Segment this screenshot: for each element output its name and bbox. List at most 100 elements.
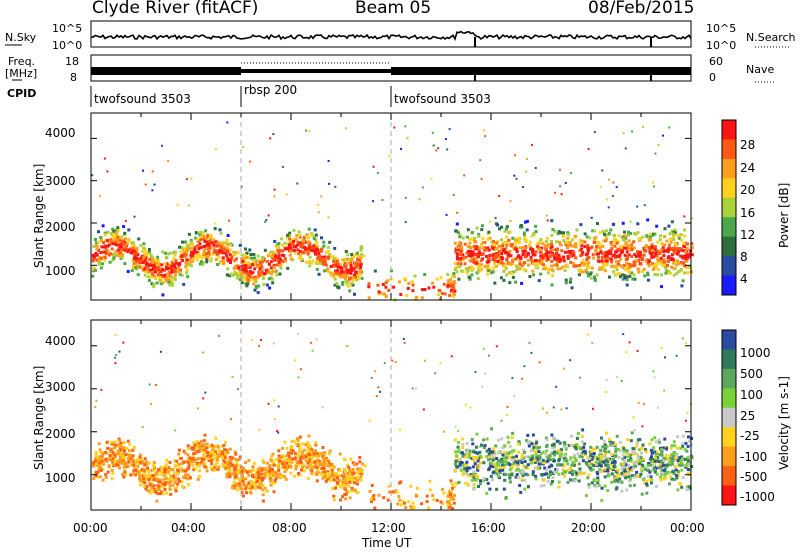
- power-cell: [234, 266, 237, 270]
- velocity-cell: [416, 486, 419, 490]
- velocity-cell: [123, 461, 127, 464]
- power-cell: [642, 125, 644, 128]
- velocity-cell: [461, 471, 465, 474]
- velocity-cell: [674, 465, 677, 469]
- power-cell: [198, 233, 202, 237]
- velocity-colorbar-frame: [721, 329, 737, 506]
- velocity-cell: [195, 440, 199, 444]
- velocity-cell: [299, 368, 302, 371]
- power-cell: [543, 265, 547, 269]
- velocity-cell: [240, 473, 244, 477]
- velocity-cell: [123, 456, 127, 460]
- velocity-cell: [589, 454, 593, 458]
- velocity-cell: [495, 461, 499, 465]
- velocity-cell: [194, 451, 198, 455]
- power-cell: [468, 277, 472, 281]
- power-cell: [213, 240, 217, 244]
- velocity-ytick-3000: 3000: [45, 380, 76, 394]
- power-cell: [244, 253, 247, 257]
- power-cell: [201, 237, 205, 241]
- velocity-cell: [338, 473, 342, 477]
- power-cell: [629, 231, 633, 235]
- velocity-cell: [546, 457, 550, 460]
- velocity-cell: [133, 473, 137, 477]
- velocity-cell: [287, 458, 291, 462]
- power-cell: [237, 271, 241, 274]
- velocity-cell: [287, 454, 291, 458]
- velocity-cell: [456, 445, 460, 449]
- power-cell: [302, 237, 306, 241]
- power-cell: [192, 251, 195, 255]
- power-cell: [583, 240, 587, 244]
- velocity-cell: [687, 435, 690, 439]
- velocity-cell: [457, 440, 461, 444]
- power-cell: [129, 251, 133, 255]
- power-cell: [430, 177, 433, 180]
- power-cell: [343, 257, 347, 261]
- power-cell: [248, 275, 252, 279]
- velocity-cell: [660, 451, 664, 455]
- velocity-cell: [310, 467, 314, 471]
- velocity-cell: [326, 477, 330, 481]
- velocity-cell: [186, 460, 190, 464]
- xtick-3: 12:00: [371, 521, 406, 535]
- power-cell: [195, 258, 199, 262]
- velocity-cell: [585, 462, 589, 466]
- velocity-cell: [470, 456, 474, 460]
- power-cell: [248, 270, 252, 274]
- velocity-cell: [234, 458, 238, 462]
- power-cell: [615, 241, 619, 245]
- velocity-cell: [182, 449, 186, 453]
- power-cell: [607, 231, 611, 235]
- velocity-cell: [234, 475, 238, 479]
- velocity-cell: [665, 447, 669, 451]
- velocity-cell: [122, 341, 125, 344]
- freq-tick-bottom: 8: [70, 71, 77, 84]
- power-cell: [345, 127, 348, 130]
- velocity-cell: [310, 448, 314, 452]
- xtick-1: 04:00: [171, 521, 206, 535]
- power-cell: [189, 256, 193, 260]
- power-cell: [214, 222, 217, 225]
- velocity-cell: [578, 376, 581, 379]
- power-cell: [594, 248, 598, 252]
- power-cell: [527, 263, 530, 267]
- power-cell: [624, 241, 628, 245]
- power-cell: [445, 213, 448, 216]
- power-cell: [159, 282, 163, 286]
- velocity-cell: [530, 351, 533, 354]
- velocity-cell: [128, 442, 132, 446]
- power-cell: [561, 265, 565, 269]
- velocity-cell: [143, 481, 147, 485]
- power-cell: [306, 251, 310, 255]
- power-cell: [521, 253, 525, 257]
- power-cell: [479, 259, 483, 263]
- power-cell: [203, 239, 207, 243]
- power-cell: [91, 253, 95, 257]
- power-cell: [103, 231, 107, 235]
- velocity-cell: [276, 463, 280, 467]
- power-cell: [477, 264, 481, 268]
- power-cell: [470, 265, 474, 269]
- velocity-cell: [189, 459, 193, 463]
- velocity-cell: [650, 481, 653, 485]
- velocity-cell: [690, 436, 694, 440]
- power-cell: [683, 228, 686, 232]
- velocity-cell: [646, 468, 650, 472]
- power-cell: [553, 229, 557, 233]
- velocity-cell: [635, 444, 639, 448]
- power-cell: [97, 260, 101, 264]
- power-cell: [468, 241, 472, 245]
- power-cell: [112, 239, 115, 243]
- velocity-cell: [231, 456, 235, 460]
- velocity-cell: [577, 479, 581, 483]
- power-cell: [254, 280, 258, 283]
- power-cell: [591, 253, 595, 257]
- velocity-cell: [160, 490, 164, 494]
- power-cell: [575, 228, 579, 232]
- power-cell: [596, 240, 600, 244]
- velocity-cell: [515, 473, 519, 477]
- power-cell: [161, 144, 163, 147]
- velocity-cell: [638, 462, 642, 466]
- velocity-cell: [652, 463, 655, 467]
